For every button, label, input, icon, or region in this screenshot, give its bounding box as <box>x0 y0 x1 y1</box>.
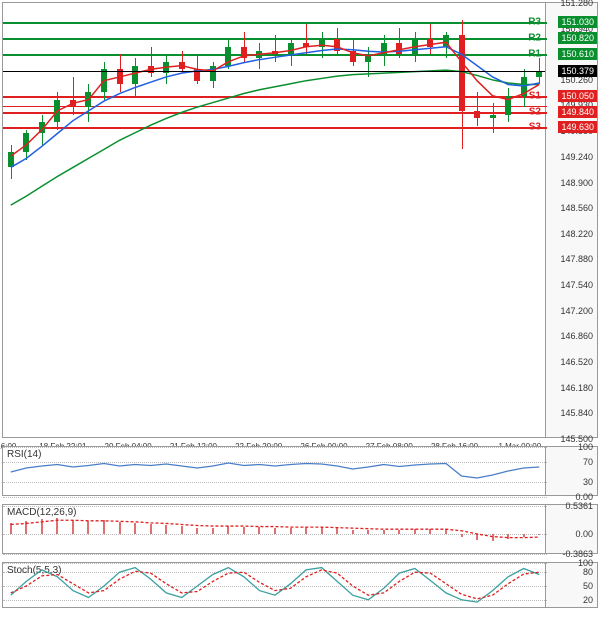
y-tick: 149.240 <box>560 152 593 162</box>
level-tag: 151.030 <box>558 16 597 28</box>
y-tick: 147.200 <box>560 306 593 316</box>
y-tick: 20 <box>583 595 593 605</box>
price-y-axis: 151.280150.940150.610150.260149.930149.5… <box>545 3 597 437</box>
level-tag: 149.630 <box>558 121 597 133</box>
rsi-y-axis: 10070300.00 <box>545 447 597 495</box>
y-tick: 145.840 <box>560 408 593 418</box>
y-tick: 80 <box>583 567 593 577</box>
y-tick: 146.860 <box>560 331 593 341</box>
current-price-tag: 150.379 <box>558 65 597 77</box>
rsi-panel[interactable]: 10070300.00RSI(14) <box>2 446 598 496</box>
y-tick: 147.880 <box>560 254 593 264</box>
y-tick: 0.5361 <box>565 501 593 511</box>
price-chart-panel[interactable]: 151.280150.940150.610150.260149.930149.5… <box>2 2 598 438</box>
level-tag: 150.050 <box>558 90 597 102</box>
stoch-panel[interactable]: 100805020Stoch(5,5,3) <box>2 562 598 608</box>
rsi-lines <box>3 447 547 497</box>
ma-lines <box>3 3 547 439</box>
ref-line <box>3 497 547 498</box>
y-tick: 147.540 <box>560 280 593 290</box>
stoch-y-axis: 100805020 <box>545 563 597 607</box>
y-tick: 0.00 <box>575 529 593 539</box>
level-tag: 149.840 <box>558 106 597 118</box>
y-tick: 148.560 <box>560 203 593 213</box>
level-tag: 150.610 <box>558 48 597 60</box>
y-tick: 30 <box>583 477 593 487</box>
y-tick: 100 <box>578 442 593 452</box>
y-tick: 70 <box>583 457 593 467</box>
y-tick: 146.520 <box>560 357 593 367</box>
y-tick: 146.180 <box>560 383 593 393</box>
level-tag: 150.820 <box>558 32 597 44</box>
y-tick: 151.280 <box>560 0 593 8</box>
macd-panel[interactable]: 0.53610.00-0.3863MACD(12,26,9) <box>2 504 598 554</box>
y-tick: 50 <box>583 581 593 591</box>
current-price-line <box>3 71 545 72</box>
y-tick: 148.220 <box>560 229 593 239</box>
y-tick: 148.900 <box>560 178 593 188</box>
macd-y-axis: 0.53610.00-0.3863 <box>545 505 597 553</box>
stoch-lines <box>3 563 547 609</box>
macd-lines <box>3 505 547 555</box>
